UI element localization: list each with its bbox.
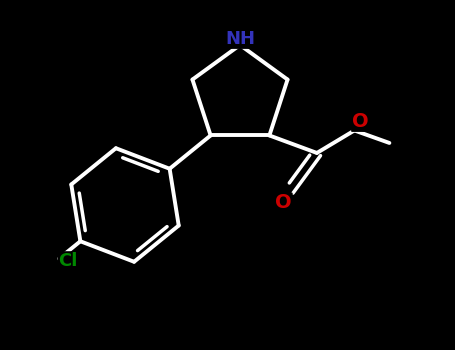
Text: NH: NH: [225, 30, 255, 48]
Text: Cl: Cl: [58, 252, 78, 270]
Text: O: O: [275, 194, 292, 212]
Text: O: O: [352, 112, 369, 131]
